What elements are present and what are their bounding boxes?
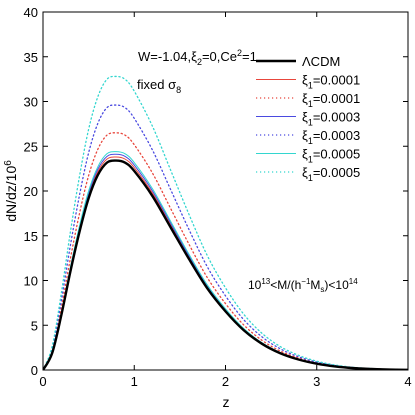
x-tick-label: 1 — [131, 374, 138, 389]
y-tick-label: 40 — [24, 5, 38, 20]
y-tick-label: 10 — [24, 274, 38, 289]
legend-label: ξ1=0.0003 — [302, 128, 360, 146]
legend-label: ξ1=0.0003 — [302, 110, 360, 128]
x-tick-label: 3 — [313, 374, 320, 389]
series-line-6 — [43, 75, 408, 370]
series-line-0 — [43, 159, 408, 370]
mass-range-annotation: 1013<M/(h−1Ms)<1014 — [248, 277, 358, 294]
y-tick-label: 0 — [31, 363, 38, 378]
y-tick-label: 25 — [24, 139, 38, 154]
y-axis-label: dN/dz/106 — [3, 160, 19, 222]
legend-label: ΛCDM — [302, 54, 340, 69]
series-line-3 — [43, 153, 408, 370]
legend-label: ξ1=0.0005 — [302, 165, 360, 183]
legend-label: ξ1=0.0001 — [302, 73, 360, 91]
plot-frame — [42, 11, 409, 371]
fixed-sigma8-annotation: fixed σ8 — [137, 77, 181, 95]
legend-label: ξ1=0.0001 — [302, 91, 360, 109]
y-tick-label: 30 — [24, 95, 38, 110]
x-tick-label: 4 — [404, 374, 411, 389]
series-line-1 — [43, 156, 408, 370]
params-annotation: W=-1.04,ξ2=0,Ce2=1 — [138, 48, 257, 67]
y-tick-label: 35 — [24, 50, 38, 65]
x-tick-label: 2 — [222, 374, 229, 389]
y-tick-label: 15 — [24, 229, 38, 244]
x-tick-label: 0 — [39, 374, 46, 389]
series-line-5 — [43, 151, 408, 370]
y-tick-label: 5 — [31, 318, 38, 333]
series-line-4 — [43, 104, 408, 370]
legend-label: ξ1=0.0005 — [302, 147, 360, 165]
y-tick-label: 20 — [24, 184, 38, 199]
x-axis-label: z — [223, 394, 230, 410]
